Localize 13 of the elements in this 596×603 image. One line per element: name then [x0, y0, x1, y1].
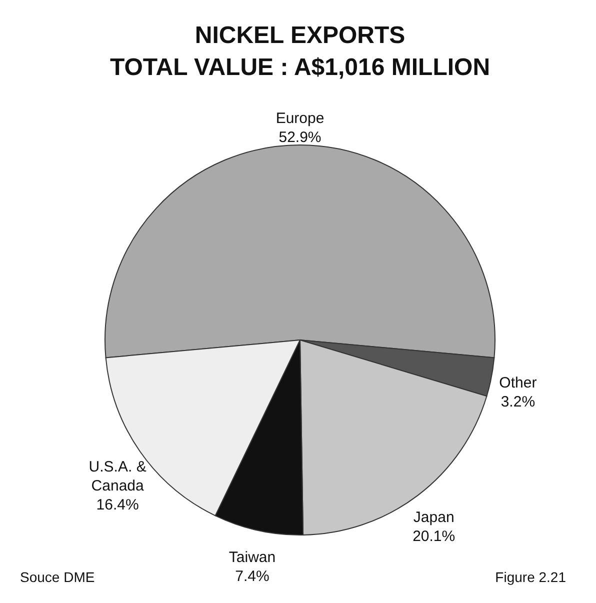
chart-title: NICKEL EXPORTS TOTAL VALUE : A$1,016 MILLION	[110, 22, 490, 81]
slice-label: Europe	[276, 110, 324, 127]
slice-label: Taiwan	[228, 548, 276, 566]
data-label: 52.9%	[278, 129, 322, 146]
slice-label: Japan	[413, 509, 454, 526]
text: Souce DME	[20, 569, 95, 585]
data-label: 3.2%	[500, 393, 536, 410]
data-label: 7.4%	[235, 568, 270, 585]
slice-label: U.S.A. & Canada	[88, 458, 146, 495]
slice-label: Other	[499, 374, 537, 392]
data-label: 20.1%	[412, 528, 456, 546]
data-label: 16.4%	[96, 496, 139, 514]
caption: Figure 2.21	[495, 569, 566, 585]
